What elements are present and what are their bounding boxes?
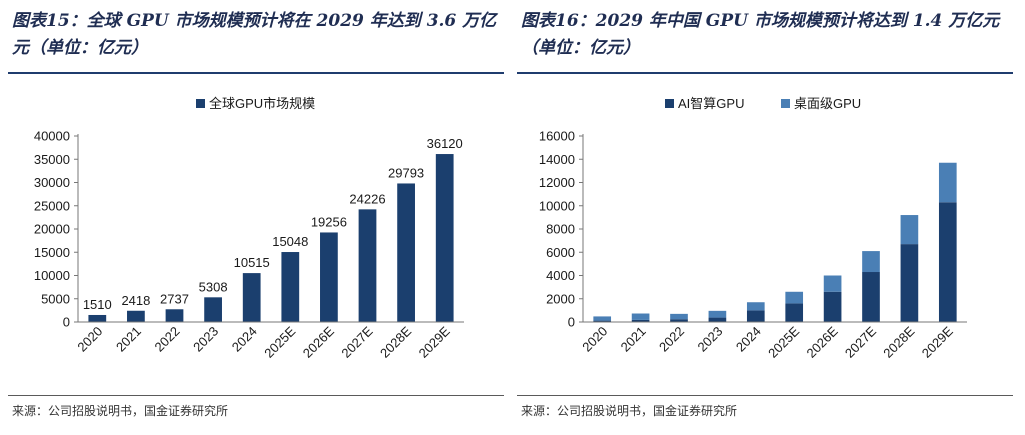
- x-tick-label: 2022: [152, 324, 183, 355]
- bar-2026E-1: [823, 275, 842, 292]
- bar-2025E-0: [281, 252, 300, 322]
- y-tick-label: 12000: [539, 175, 575, 190]
- y-tick-label: 4000: [546, 268, 575, 283]
- bar-2021-0: [127, 310, 145, 322]
- y-tick-label: 30000: [34, 175, 70, 190]
- x-tick-label: 2027E: [842, 323, 879, 360]
- data-label: 36120: [427, 136, 463, 151]
- legend-label: AI智算GPU: [678, 96, 744, 111]
- y-tick-label: 15000: [34, 245, 70, 260]
- bar-2020-0: [593, 320, 612, 322]
- x-tick-label: 2026E: [300, 323, 337, 360]
- y-tick-label: 8000: [546, 222, 575, 237]
- y-tick-label: 0: [568, 315, 575, 330]
- data-label: 24226: [349, 191, 385, 206]
- bar-2027E-0: [862, 272, 880, 322]
- x-tick-label: 2028E: [377, 323, 414, 360]
- bar-2029E-1: [938, 162, 957, 203]
- x-tick-label: 2027E: [338, 323, 375, 360]
- source-divider: [8, 395, 504, 396]
- y-tick-label: 25000: [34, 198, 70, 213]
- bar-2024-0: [746, 310, 765, 322]
- legend-swatch: [781, 99, 790, 108]
- y-tick-label: 20000: [34, 222, 70, 237]
- y-tick-label: 10000: [34, 268, 70, 283]
- x-tick-label: 2024: [229, 324, 260, 355]
- bar-2025E-0: [785, 303, 804, 322]
- x-tick-label: 2028E: [880, 323, 917, 360]
- x-tick-label: 2021: [618, 324, 649, 355]
- y-tick-label: 0: [63, 315, 70, 330]
- chart-title-global: 图表15：全球 GPU 市场规模预计将在 2029 年达到 3.6 万亿元（单位…: [12, 11, 497, 58]
- data-label: 2737: [160, 291, 189, 306]
- bar-2027E-0: [358, 209, 377, 322]
- x-tick-label: 2020: [74, 324, 105, 355]
- data-label: 10515: [234, 255, 270, 270]
- bar-2022-0: [670, 319, 688, 322]
- x-tick-label: 2021: [113, 324, 144, 355]
- title-divider: [517, 72, 1013, 74]
- china-gpu-stacked-bar-chart: AI智算GPU 桌面级GPU 0 2000 4000 6000 8000 10000 12000…: [539, 96, 967, 361]
- bar-2022-1: [670, 313, 688, 320]
- x-tick-label: 2025E: [765, 323, 802, 360]
- y-tick-label: 40000: [34, 129, 70, 144]
- y-tick-label: 14000: [539, 152, 575, 167]
- data-label: 19256: [311, 214, 347, 229]
- legend-label: 桌面级GPU: [794, 96, 861, 111]
- legend-swatch: [665, 99, 674, 108]
- bar-2021-1: [631, 313, 650, 320]
- x-tick-label: 2029E: [416, 323, 453, 360]
- bar-2022-0: [165, 309, 184, 322]
- bar-2023-1: [708, 310, 727, 318]
- y-tick-label: 10000: [539, 198, 575, 213]
- bar-2028E-0: [900, 244, 919, 322]
- bar-2023-0: [708, 317, 727, 322]
- source-divider: [517, 395, 1013, 396]
- chart-panel-global: 图表15：全球 GPU 市场规模预计将在 2029 年达到 3.6 万亿元（单位…: [8, 0, 508, 435]
- y-tick-label: 35000: [34, 152, 70, 167]
- x-tick-label: 2023: [694, 324, 725, 355]
- bar-2025E-1: [785, 291, 804, 304]
- legend-label: 全球GPU市场规模: [209, 96, 315, 111]
- bar-2029E-0: [938, 202, 957, 322]
- data-label: 5308: [199, 279, 228, 294]
- y-tick-label: 6000: [546, 245, 575, 260]
- data-label: 2418: [121, 293, 150, 308]
- source-note: 来源：公司招股说明书，国金证券研究所: [12, 404, 229, 418]
- bar-2026E-0: [823, 291, 842, 322]
- chart-panel-china: 图表16：2029 年中国 GPU 市场规模预计将达到 1.4 万亿元（单位：亿…: [517, 0, 1017, 435]
- bar-2028E-1: [900, 215, 919, 245]
- chart-title-china: 图表16：2029 年中国 GPU 市场规模预计将达到 1.4 万亿元（单位：亿…: [521, 11, 1000, 58]
- bar-2024-1: [746, 302, 765, 311]
- bar-2020-0: [88, 314, 107, 322]
- bar-2024-0: [242, 273, 261, 322]
- x-tick-label: 2022: [656, 324, 687, 355]
- x-tick-label: 2029E: [919, 323, 956, 360]
- y-tick-label: 5000: [41, 291, 70, 306]
- x-tick-label: 2025E: [261, 323, 298, 360]
- bar-2023-0: [204, 297, 222, 322]
- source-note: 来源：公司招股说明书，国金证券研究所: [521, 404, 738, 418]
- y-tick-label: 2000: [546, 291, 575, 306]
- data-label: 29793: [388, 165, 424, 180]
- data-label: 15048: [272, 234, 308, 249]
- legend-swatch: [196, 99, 205, 108]
- bar-2029E-0: [435, 154, 454, 322]
- bar-2021-0: [631, 319, 650, 322]
- x-tick-label: 2020: [579, 324, 610, 355]
- title-divider: [8, 72, 504, 74]
- x-tick-label: 2024: [733, 324, 764, 355]
- bar-2020-1: [593, 316, 612, 321]
- x-tick-label: 2026E: [804, 323, 841, 360]
- bar-2028E-0: [397, 183, 415, 322]
- bar-2026E-0: [320, 232, 338, 322]
- bar-2027E-1: [862, 251, 880, 273]
- data-label: 1510: [83, 297, 112, 312]
- y-tick-label: 16000: [539, 129, 575, 144]
- x-tick-label: 2023: [190, 324, 221, 355]
- global-gpu-bar-chart: 全球GPU市场规模 0 5000 10000 15000 20000 25000 30000 3…: [34, 96, 464, 361]
